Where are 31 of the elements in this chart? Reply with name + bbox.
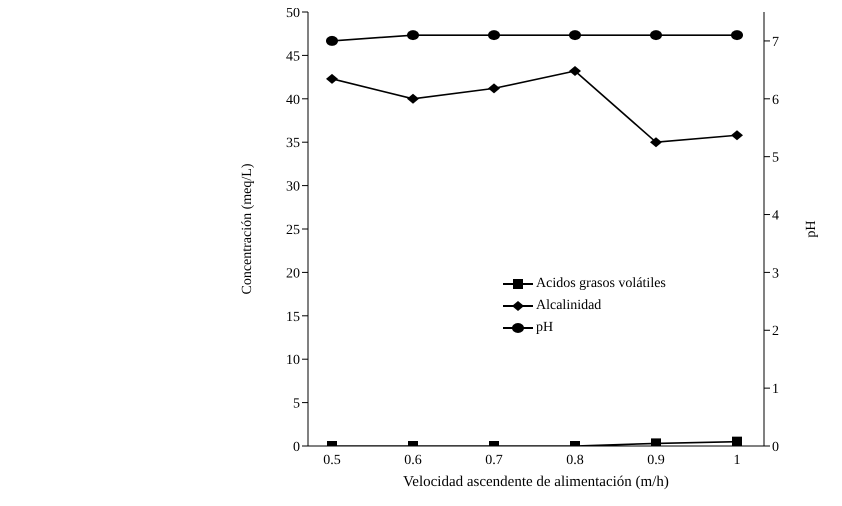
y2-tick-label: 0 <box>772 440 779 455</box>
x-tick-label: 0.9 <box>647 452 665 468</box>
y-tick-label: 50 <box>286 6 300 21</box>
y-tick-label: 15 <box>286 310 300 325</box>
y-tick-label: 45 <box>286 49 300 64</box>
x-tick-label: 0.5 <box>323 452 341 468</box>
legend-label: pH <box>536 320 554 336</box>
x-tick-label: 0.6 <box>404 452 422 468</box>
y2-tick-label: 5 <box>772 150 779 166</box>
x-tick-label: 1 <box>734 452 740 468</box>
y-tick-label: 10 <box>286 353 300 368</box>
y-axis-title: Concentración (meq/L) <box>240 163 255 295</box>
y-tick-label: 25 <box>286 222 300 238</box>
y2-tick-label: 7 <box>772 34 779 50</box>
y-tick-label: 20 <box>286 266 300 282</box>
y-tick-label: 35 <box>286 136 300 152</box>
y2-tick-label: 3 <box>772 266 779 282</box>
y-tick-label: 5 <box>293 396 300 412</box>
y2-axis-title: pH <box>804 220 819 238</box>
y-tick-label: 0 <box>293 440 300 455</box>
legend-label: Acidos grasos volátiles <box>536 276 666 292</box>
x-tick-label: 0.7 <box>485 452 503 468</box>
legend-label: Alcalinidad <box>536 298 602 314</box>
y2-tick-label: 2 <box>772 324 779 340</box>
y2-tick-label: 6 <box>772 92 779 108</box>
y-tick-label: 40 <box>286 92 300 108</box>
y-tick-label: 30 <box>286 180 300 195</box>
y2-tick-label: 4 <box>772 208 779 224</box>
x-axis-title: Velocidad ascendente de alimentación (m/h) <box>403 474 669 490</box>
y2-tick-label: 1 <box>772 382 779 398</box>
x-tick-label: 0.8 <box>566 452 584 468</box>
